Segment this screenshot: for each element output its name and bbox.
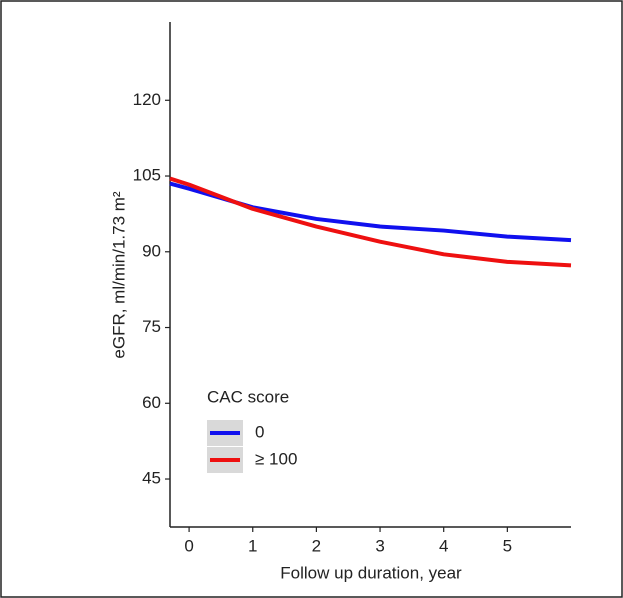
x-tick-label: 1 [248,536,257,555]
y-tick-label: 105 [133,166,161,185]
trend-line [169,181,572,243]
y-tick-label: 90 [142,241,161,260]
y-tick-label: 60 [142,393,161,412]
legend-title: CAC score [207,387,289,406]
y-axis-title: eGFR, ml/min/1.73 m² [109,191,128,359]
trend-line [169,176,572,268]
x-axis-title: Follow up duration, year [280,563,462,582]
y-tick-label: 45 [142,469,161,488]
y-tick-label: 120 [133,90,161,109]
x-tick-label: 0 [184,536,193,555]
x-tick-label: 3 [375,536,384,555]
legend-label: 0 [255,422,264,441]
x-tick-label: 2 [312,536,321,555]
y-tick-label: 75 [142,317,161,336]
x-tick-label: 5 [503,536,512,555]
legend-label: ≥ 100 [255,449,297,468]
x-tick-label: 4 [439,536,448,555]
